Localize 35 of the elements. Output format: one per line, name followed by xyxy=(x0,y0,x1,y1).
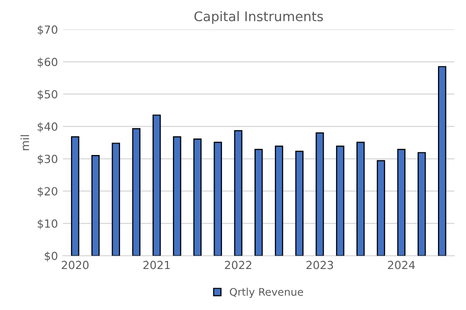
x-tick-label: 2023 xyxy=(306,260,334,270)
bar xyxy=(336,146,344,256)
y-tick-label: $50 xyxy=(38,90,58,100)
bar xyxy=(152,114,161,256)
y-tick-label: $40 xyxy=(38,122,58,132)
bar xyxy=(376,160,386,256)
chart-title: Capital Instruments xyxy=(194,11,323,24)
y-tick-label: $60 xyxy=(38,58,58,68)
x-tick-label: 2020 xyxy=(62,260,89,270)
x-tick-label: 2024 xyxy=(388,260,415,270)
y-tick-label: $20 xyxy=(38,186,58,197)
x-tick-label: 2022 xyxy=(224,260,252,270)
legend-label: Qrtly Revenue xyxy=(230,288,304,298)
bar xyxy=(172,136,182,256)
bar xyxy=(234,130,242,256)
y-tick-label: $70 xyxy=(38,25,58,36)
bar xyxy=(397,148,406,256)
bar xyxy=(71,136,80,256)
bar xyxy=(356,142,365,256)
bar xyxy=(295,150,304,256)
y-tick-label: $0 xyxy=(44,252,58,262)
x-tick-label: 2021 xyxy=(143,260,170,270)
y-tick-label: $30 xyxy=(38,154,58,165)
y-axis-title: mil xyxy=(20,135,29,150)
bar xyxy=(274,146,284,256)
bar xyxy=(91,154,100,256)
bar xyxy=(214,142,222,256)
bar xyxy=(418,152,426,256)
y-tick-label: $10 xyxy=(38,219,58,230)
bar xyxy=(254,148,263,256)
bar xyxy=(132,128,140,256)
bar xyxy=(316,132,324,256)
bar xyxy=(193,138,202,256)
bar xyxy=(112,142,120,256)
bar xyxy=(438,66,446,256)
